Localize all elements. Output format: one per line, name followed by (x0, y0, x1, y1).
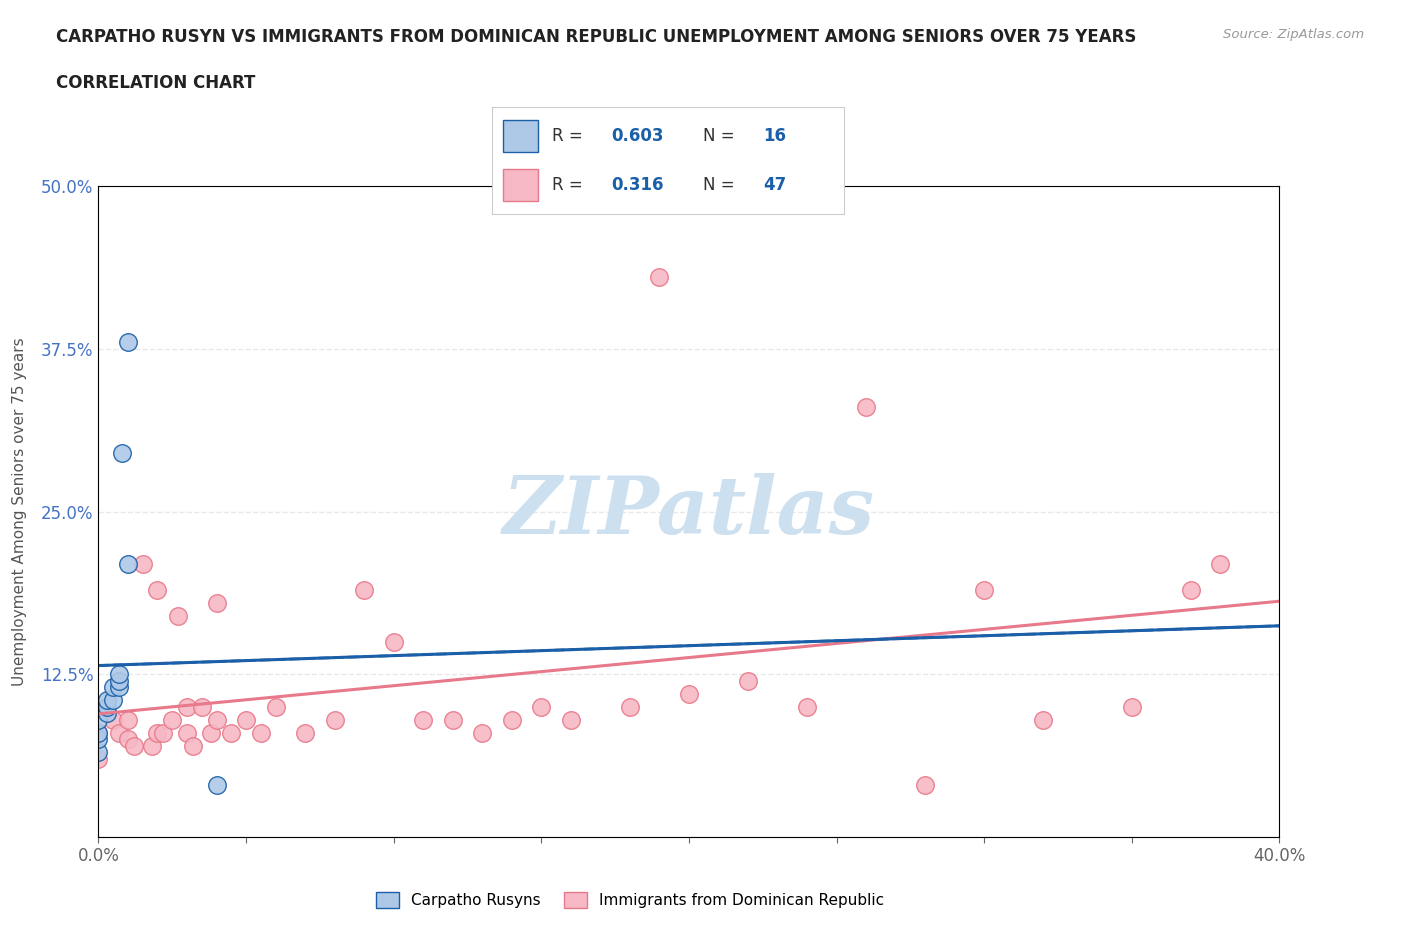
Point (103, 712, 125, 727)
Text: 47: 47 (762, 176, 786, 194)
Point (176, 725, 198, 740)
Text: R =: R = (551, 126, 588, 145)
Point (152, 725, 174, 740)
Point (200, 725, 222, 740)
Point (191, 699, 214, 714)
Point (235, 712, 257, 727)
Point (181, 738, 204, 753)
Point (205, 595, 228, 610)
Point (412, 712, 434, 727)
Point (108, 725, 131, 740)
Point (501, 712, 523, 727)
Point (108, 667, 131, 682)
Point (648, 270, 671, 285)
Point (117, 732, 139, 747)
Point (914, 777, 936, 792)
Point (619, 699, 641, 714)
Point (1180, 582, 1202, 597)
Point (96, 706, 118, 721)
Point (855, 400, 877, 415)
Text: Source: ZipAtlas.com: Source: ZipAtlas.com (1223, 28, 1364, 41)
Point (441, 712, 464, 727)
FancyBboxPatch shape (503, 120, 537, 152)
Point (117, 556, 139, 571)
Point (1121, 699, 1143, 714)
Point (87, 712, 110, 727)
Point (103, 680, 125, 695)
Point (264, 699, 287, 714)
Text: CORRELATION CHART: CORRELATION CHART (56, 74, 256, 92)
Text: N =: N = (703, 176, 740, 194)
Text: CARPATHO RUSYN VS IMMIGRANTS FROM DOMINICAN REPUBLIC UNEMPLOYMENT AMONG SENIORS : CARPATHO RUSYN VS IMMIGRANTS FROM DOMINI… (56, 28, 1136, 46)
Point (167, 608, 190, 623)
Text: N =: N = (703, 126, 740, 145)
Point (162, 712, 183, 727)
Point (471, 725, 494, 740)
Point (87, 751, 110, 766)
Point (141, 738, 163, 753)
Point (219, 725, 242, 740)
Point (382, 634, 405, 649)
Point (205, 712, 228, 727)
Point (132, 556, 155, 571)
FancyBboxPatch shape (503, 169, 537, 201)
Point (176, 699, 198, 714)
Point (108, 673, 131, 688)
Point (560, 712, 582, 727)
Point (796, 699, 818, 714)
Point (530, 699, 553, 714)
Legend: Carpatho Rusyns, Immigrants from Dominican Republic: Carpatho Rusyns, Immigrants from Dominic… (370, 885, 890, 914)
Point (1032, 712, 1054, 727)
Point (973, 582, 995, 597)
Point (146, 582, 169, 597)
Point (111, 445, 134, 460)
Point (96, 693, 118, 708)
Point (87, 745, 110, 760)
Point (122, 738, 145, 753)
Point (294, 725, 316, 740)
Point (103, 693, 125, 708)
Point (205, 777, 228, 792)
Point (87, 725, 110, 740)
Text: 0.603: 0.603 (612, 126, 664, 145)
Point (108, 680, 131, 695)
Text: 0.316: 0.316 (612, 176, 664, 194)
Point (117, 335, 139, 350)
Text: R =: R = (551, 176, 588, 194)
Text: ZIPatlas: ZIPatlas (503, 472, 875, 551)
Point (678, 686, 700, 701)
Point (323, 712, 346, 727)
Point (87, 725, 110, 740)
Point (737, 673, 759, 688)
Point (146, 725, 169, 740)
Text: 16: 16 (762, 126, 786, 145)
Point (1209, 556, 1232, 571)
Point (250, 725, 273, 740)
Point (117, 712, 139, 727)
Point (87, 732, 110, 747)
Point (96, 699, 118, 714)
Point (353, 582, 375, 597)
Y-axis label: Unemployment Among Seniors over 75 years: Unemployment Among Seniors over 75 years (13, 338, 27, 685)
